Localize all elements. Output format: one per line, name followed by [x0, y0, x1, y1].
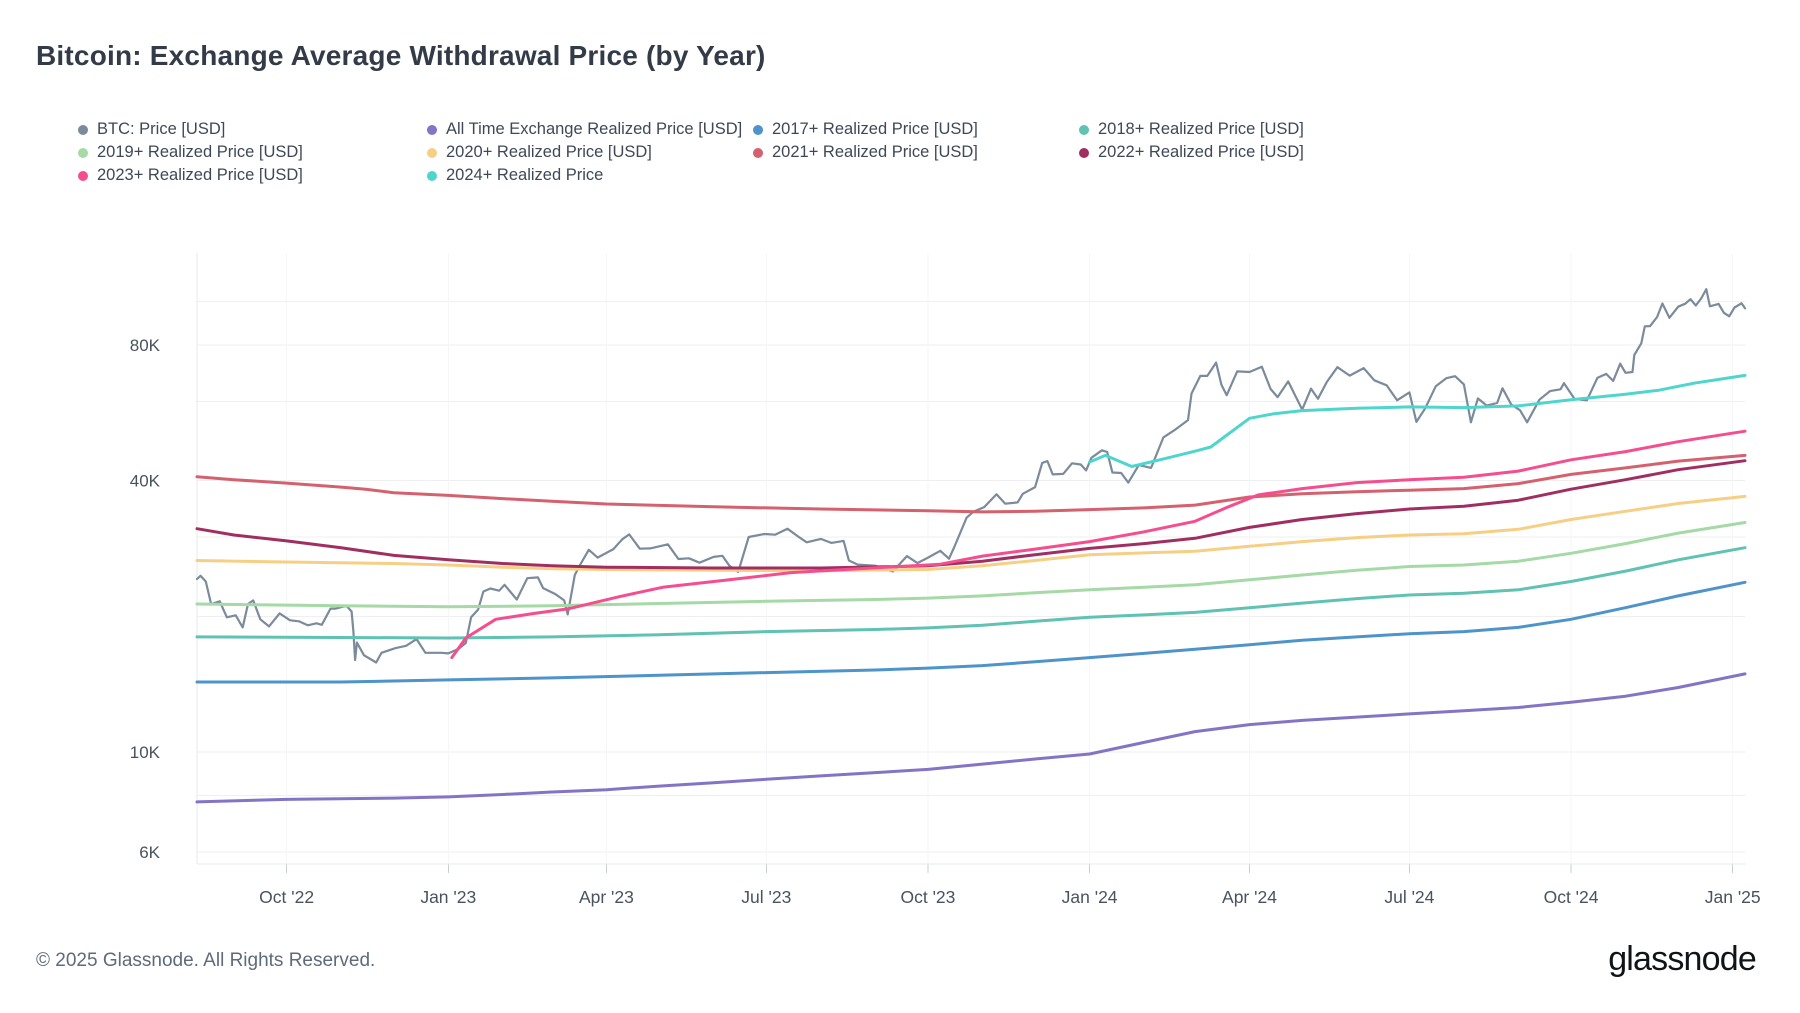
legend-item-all_time[interactable]: All Time Exchange Realized Price [USD]: [427, 120, 753, 139]
legend-item-y2023[interactable]: 2023+ Realized Price [USD]: [78, 166, 427, 185]
legend-item-y2019[interactable]: 2019+ Realized Price [USD]: [78, 143, 427, 162]
series-line-y2020: [195, 494, 1747, 573]
series-line-y2024: [1088, 373, 1747, 468]
legend-marker-y2023: [78, 170, 88, 181]
series-line-y2023: [450, 429, 1747, 660]
legend-marker-y2020: [427, 147, 437, 158]
x-axis-label: Oct '22: [259, 887, 314, 907]
series-line-all_time: [195, 672, 1747, 804]
legend-marker-y2022: [1079, 147, 1089, 158]
series-line-y2019: [195, 521, 1747, 609]
legend-marker-all_time: [427, 124, 437, 135]
legend-item-y2024[interactable]: 2024+ Realized Price: [427, 166, 753, 185]
legend-marker-btc: [78, 124, 88, 135]
legend-label-btc: BTC: Price [USD]: [97, 120, 226, 138]
legend-label-y2019: 2019+ Realized Price [USD]: [97, 143, 303, 161]
series-line-y2017: [195, 580, 1747, 684]
y-axis-label: 80K: [130, 336, 161, 355]
x-axis-label: Apr '23: [579, 887, 634, 907]
legend-label-y2022: 2022+ Realized Price [USD]: [1098, 143, 1304, 161]
x-axis-label: Jan '23: [420, 887, 476, 907]
x-axis-label: Jan '24: [1062, 887, 1118, 907]
x-axis-label: Apr '24: [1222, 887, 1277, 907]
y-axis-label: 40K: [130, 472, 161, 491]
legend-marker-y2019: [78, 147, 88, 158]
legend-marker-y2021: [753, 147, 763, 158]
legend-item-y2018[interactable]: 2018+ Realized Price [USD]: [1079, 120, 1304, 139]
legend-label-y2024: 2024+ Realized Price: [446, 166, 604, 184]
x-axis-label: Jul '23: [741, 887, 791, 907]
legend-label-all_time: All Time Exchange Realized Price [USD]: [446, 120, 743, 138]
legend-item-btc[interactable]: BTC: Price [USD]: [78, 120, 427, 139]
x-axis-label: Oct '24: [1544, 887, 1599, 907]
page-title: Bitcoin: Exchange Average Withdrawal Pri…: [36, 40, 766, 71]
legend-marker-y2018: [1079, 124, 1089, 135]
x-axis-label: Jan '25: [1705, 887, 1761, 907]
x-axis-label: Oct '23: [900, 887, 955, 907]
legend-marker-y2017: [753, 124, 763, 135]
legend-label-y2018: 2018+ Realized Price [USD]: [1098, 120, 1304, 138]
copyright-text: © 2025 Glassnode. All Rights Reserved.: [36, 950, 376, 971]
legend-label-y2023: 2023+ Realized Price [USD]: [97, 166, 303, 184]
legend-item-y2017[interactable]: 2017+ Realized Price [USD]: [753, 120, 1079, 139]
series-line-y2022: [195, 459, 1747, 570]
legend-item-y2022[interactable]: 2022+ Realized Price [USD]: [1079, 143, 1304, 162]
series-line-y2021: [195, 453, 1747, 514]
legend-label-y2020: 2020+ Realized Price [USD]: [446, 143, 652, 161]
legend-marker-y2024: [427, 170, 437, 181]
legend-item-y2020[interactable]: 2020+ Realized Price [USD]: [427, 143, 753, 162]
legend-label-y2021: 2021+ Realized Price [USD]: [772, 143, 978, 161]
y-axis-label: 6K: [139, 843, 160, 862]
legend: BTC: Price [USD] All Time Exchange Realiz…: [78, 120, 1304, 185]
y-axis-label: 10K: [130, 743, 161, 762]
glassnode-logo: glassnode: [1608, 940, 1757, 978]
series-line-y2018: [195, 546, 1747, 640]
x-axis-label: Jul '24: [1384, 887, 1434, 907]
series-line-btc: [195, 288, 1747, 664]
legend-item-y2021[interactable]: 2021+ Realized Price [USD]: [753, 143, 1079, 162]
legend-label-y2017: 2017+ Realized Price [USD]: [772, 120, 978, 138]
